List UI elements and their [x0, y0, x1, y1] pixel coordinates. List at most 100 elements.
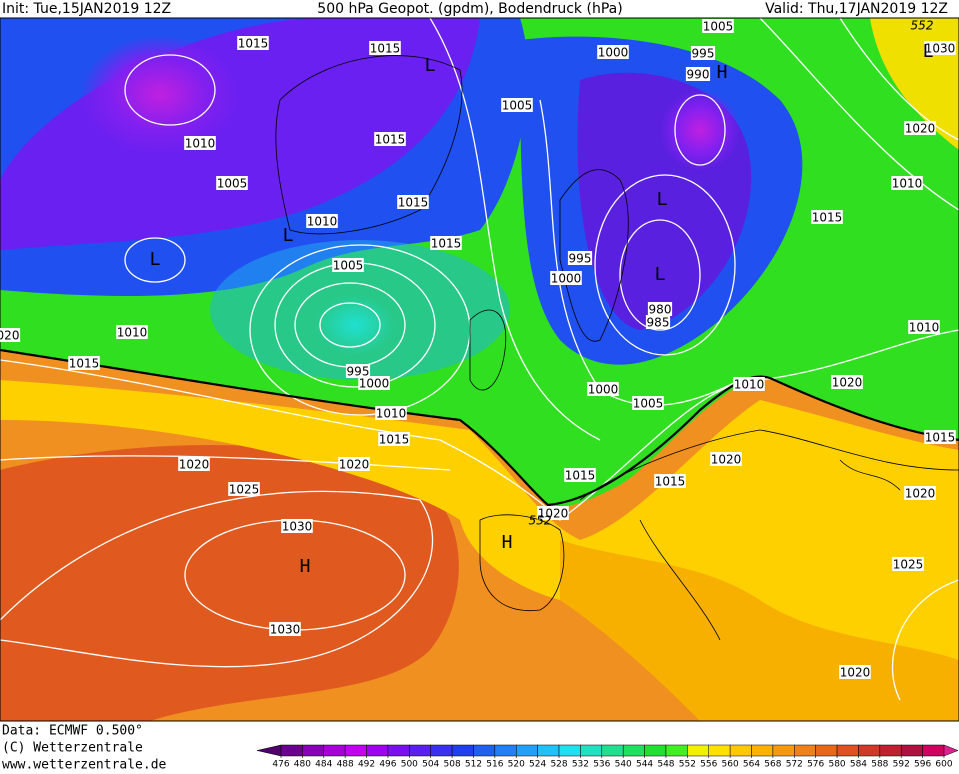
isobar-label-bg: [375, 406, 407, 420]
isobar-label-bg: [587, 382, 619, 396]
isobar-label: 1015: [431, 237, 462, 251]
colorbar-segment: [644, 744, 667, 757]
isobar-label-bg: [710, 452, 742, 466]
isobar-label: 1020: [905, 122, 936, 136]
colorbar-tick-label: 496: [379, 760, 396, 770]
isobar-label-bg: [537, 506, 569, 520]
pressure-center: H: [502, 532, 513, 553]
colorbar-tick-label: 572: [786, 760, 803, 770]
copyright: (C) Wetterzentrale: [2, 741, 143, 756]
colorbar-segment: [302, 744, 325, 757]
isobar-label: 1030: [925, 42, 956, 56]
colorbar-tick-label: 528: [550, 760, 567, 770]
colorbar-segment: [580, 744, 603, 757]
isobar-label: 1020: [832, 376, 863, 390]
colorbar-tick-label: 476: [272, 760, 289, 770]
pressure-center: L: [657, 189, 668, 210]
isobar-label: 1015: [398, 196, 429, 210]
isobar-label: 1010: [117, 326, 148, 340]
isobar-label-bg: [332, 258, 364, 272]
isobar-label-bg: [269, 622, 301, 636]
isobar-label: 1020: [840, 666, 871, 680]
pressure-center: H: [300, 556, 311, 577]
isobar-label: 1000: [551, 272, 582, 286]
isobar-label-bg: [690, 46, 716, 60]
pressure-center: L: [150, 249, 161, 270]
isobar-label: 1015: [379, 433, 410, 447]
isobar-label: 1005: [333, 259, 364, 273]
init-time: Init: Tue,15JAN2019 12Z: [2, 1, 171, 17]
isobar-label: 995: [692, 47, 715, 61]
pressure-center: L: [283, 225, 294, 246]
isobar-label: 1020: [179, 458, 210, 472]
isobar-label: 020: [0, 329, 19, 343]
pressure-center: H: [717, 62, 728, 83]
isobar-label-bg: [184, 136, 216, 150]
isobar-label: 1010: [185, 137, 216, 151]
colorbar-segment: [430, 744, 453, 757]
colorbar-tick-label: 492: [358, 760, 375, 770]
colorbar-tick-label: 512: [465, 760, 482, 770]
isobar-label-bg: [228, 482, 260, 496]
isobar-label-bg: [281, 519, 313, 533]
isobar-label: 990: [687, 68, 710, 82]
isobar-label-bg: [178, 457, 210, 471]
pressure-center: L: [923, 41, 934, 62]
colorbar-segment: [473, 744, 496, 757]
isobar-label-bg: [632, 396, 664, 410]
isobar-label-bg: [345, 364, 371, 378]
cold-core-east: [660, 90, 740, 170]
pressure-center: L: [425, 55, 436, 76]
isobar-label-bg: [597, 45, 629, 59]
isobar-label-bg: [550, 271, 582, 285]
isobar-label-bg: [501, 98, 533, 112]
isobar-label: 1030: [270, 623, 301, 637]
colorbar-tick-label: 560: [722, 760, 739, 770]
map-frame: [0, 17, 959, 722]
isobar-label-bg: [702, 19, 734, 33]
isobar-label-bg: [904, 121, 936, 135]
colorbar-arrow-right: [943, 744, 959, 757]
isobar-label: 1010: [734, 378, 765, 392]
colorbar-segment: [900, 744, 923, 757]
isobar-label-bg: [338, 457, 370, 471]
colorbar-segment: [879, 744, 902, 757]
cold-core: [80, 35, 240, 155]
isobar-label-bg: [237, 36, 269, 50]
colorbar-tick-label: 488: [337, 760, 354, 770]
isobar-label-bg: [685, 67, 711, 81]
colorbar-tick-label: 592: [893, 760, 910, 770]
colorbar-segment: [451, 744, 474, 757]
isobar-label: 1015: [370, 42, 401, 56]
isobar-label: 1015: [375, 133, 406, 147]
isobar-label-bg: [892, 557, 924, 571]
colorbar-tick-label: 596: [914, 760, 931, 770]
isobar-label-bg: [306, 214, 338, 228]
isobar-label: 995: [569, 252, 592, 266]
isobar-label-bg: [430, 236, 462, 250]
colorbar-tick-label: 484: [315, 760, 332, 770]
colorbar-segment: [601, 744, 624, 757]
isobar-label-bg: [358, 376, 390, 390]
isobar-label: 980: [649, 303, 672, 317]
colorbar-tick-label: 480: [294, 760, 311, 770]
colorbar-tick-label: 580: [828, 760, 845, 770]
isobar-label-bg: [374, 132, 406, 146]
colorbar-segment: [815, 744, 838, 757]
colorbar-segment: [794, 744, 816, 757]
colorbar-tick-label: 548: [657, 760, 674, 770]
isobar-label-bg: [908, 320, 940, 334]
isobar-label: 1010: [307, 215, 338, 229]
isobar-label: 985: [647, 316, 670, 330]
isobar-label-bg: [733, 377, 765, 391]
colorbar-arrow-left: [256, 744, 282, 757]
warm-region: [0, 445, 459, 721]
isobar-label-bg: [891, 176, 923, 190]
colorbar-segment: [836, 744, 859, 757]
isobar-label: 1015: [812, 211, 843, 225]
isobar-label-bg: [116, 325, 148, 339]
geopotential-552-line: [0, 348, 959, 507]
isobar-label-bg: [378, 432, 410, 446]
colorbar-tick-label: 552: [679, 760, 696, 770]
